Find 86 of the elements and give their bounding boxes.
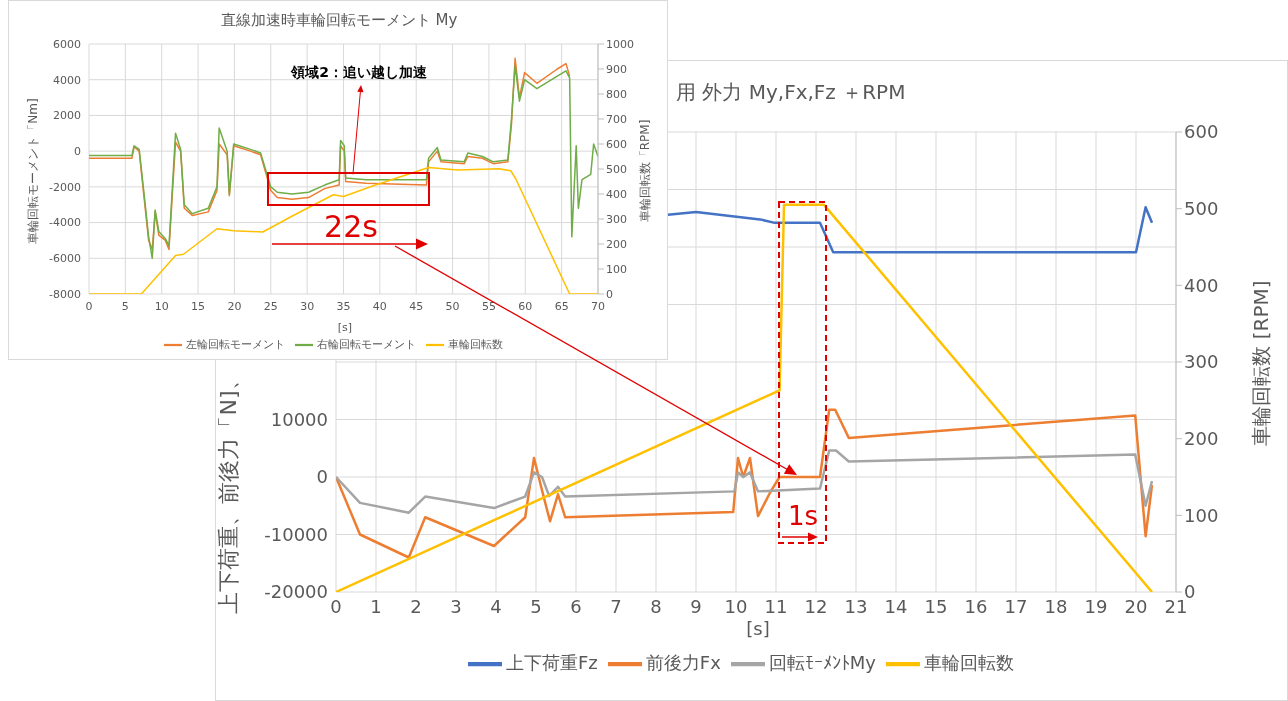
x-tick-label: 17 — [1004, 595, 1028, 617]
y2-tick-label: 300 — [1184, 351, 1219, 373]
x-tick-label: 8 — [650, 595, 662, 617]
legend-label: 右輪回転モーメント — [316, 338, 416, 351]
x-tick-label: 13 — [844, 595, 868, 617]
y-tick-label: -10000 — [264, 523, 328, 545]
x-tick-label: 20 — [227, 299, 242, 313]
y2-tick-label: 900 — [606, 62, 627, 76]
y-axis-title: 上下荷重、前後力「N]、 — [216, 368, 241, 614]
y-tick-label: -2000 — [49, 180, 81, 194]
y-tick-label: -20000 — [264, 581, 328, 603]
x-tick-label: 0 — [330, 595, 342, 617]
line-series — [666, 206, 1154, 254]
x-tick-label: 5 — [530, 595, 542, 617]
legend-label: 左輪回転モーメント — [185, 338, 285, 351]
y2-tick-label: 500 — [606, 162, 627, 176]
y2-axis-title: 車輪回転数「RPM] — [638, 119, 652, 223]
x-tick-label: 6 — [570, 595, 582, 617]
y2-tick-label: 1000 — [606, 37, 634, 51]
y-tick-label: -4000 — [49, 216, 81, 230]
y2-tick-label: 400 — [1184, 274, 1219, 296]
x-tick-label: 15 — [191, 299, 206, 313]
y2-tick-label: 0 — [606, 287, 613, 301]
chart-title: 直線加速時車輪回転モーメント My — [220, 11, 458, 29]
legend-label: 車輪回転数 — [447, 338, 503, 351]
y2-tick-label: 300 — [606, 212, 627, 226]
x-tick-label: 14 — [884, 595, 908, 617]
y-tick-label: 4000 — [53, 73, 81, 87]
y-tick-label: 6000 — [53, 37, 81, 51]
y2-axis-title: 車輪回転数 [RPM] — [1249, 280, 1273, 446]
annotation: 1s — [787, 501, 819, 531]
x-tick-label: 2 — [410, 595, 422, 617]
x-tick-label: 70 — [591, 299, 605, 313]
x-tick-label: 4 — [490, 595, 502, 617]
x-tick-label: 65 — [554, 299, 569, 313]
x-axis-title: [s] — [746, 618, 770, 639]
y2-tick-label: 200 — [1184, 428, 1219, 450]
y2-tick-label: 600 — [606, 137, 627, 151]
legend-label: 回転ﾓｰﾒﾝﾄMy — [768, 652, 876, 673]
x-tick-label: 55 — [481, 299, 496, 313]
y2-tick-label: 200 — [606, 237, 627, 251]
x-tick-label: 9 — [690, 595, 702, 617]
y2-tick-label: 100 — [606, 262, 627, 276]
x-tick-label: 12 — [804, 595, 828, 617]
y2-tick-label: 800 — [606, 87, 627, 101]
legend-label: 車輪回転数 — [924, 652, 1014, 673]
y2-tick-label: 400 — [606, 187, 627, 201]
x-tick-label: 19 — [1084, 595, 1108, 617]
y-axis-title: 車輪回転モーメント「Nm] — [26, 98, 40, 244]
y-tick-label: -8000 — [49, 287, 81, 301]
y2-tick-label: 600 — [1184, 121, 1219, 143]
x-tick-label: 5 — [121, 299, 129, 313]
x-tick-label: 10 — [154, 299, 169, 313]
x-tick-label: 11 — [764, 595, 788, 617]
y-tick-label: -6000 — [49, 252, 81, 266]
y2-tick-label: 0 — [1184, 581, 1196, 603]
x-tick-label: 60 — [518, 299, 533, 313]
x-tick-label: 0 — [85, 299, 93, 313]
x-tick-label: 30 — [300, 299, 315, 313]
x-tick-label: 7 — [610, 595, 622, 617]
y-tick-label: 0 — [74, 145, 81, 159]
x-tick-label: 15 — [924, 595, 948, 617]
x-axis-title: [s] — [337, 321, 353, 334]
y-tick-label: 2000 — [53, 109, 81, 123]
chart-title: 用 外力 My,Fx,Fz ＋RPM — [676, 80, 906, 104]
x-tick-label: 45 — [409, 299, 424, 313]
x-tick-label: 3 — [450, 595, 462, 617]
y2-tick-label: 100 — [1184, 504, 1219, 526]
x-tick-label: 1 — [370, 595, 382, 617]
y-tick-label: 0 — [316, 466, 328, 488]
x-tick-label: 35 — [336, 299, 351, 313]
x-tick-label: 16 — [964, 595, 988, 617]
legend-label: 前後力Fx — [645, 652, 721, 673]
x-tick-label: 20 — [1124, 595, 1148, 617]
legend-label: 上下荷重Fz — [505, 652, 598, 673]
x-tick-label: 40 — [372, 299, 387, 313]
y2-tick-label: 500 — [1184, 198, 1219, 220]
annotation: 領域2：追い越し加速 — [290, 64, 428, 80]
annotation: 22s — [324, 209, 378, 244]
line-series — [336, 408, 1154, 559]
x-tick-label: 10 — [724, 595, 748, 617]
y2-tick-label: 700 — [606, 112, 627, 126]
x-tick-label: 25 — [263, 299, 278, 313]
x-tick-label: 50 — [445, 299, 460, 313]
y-tick-label: 10000 — [270, 408, 328, 430]
x-tick-label: 18 — [1044, 595, 1068, 617]
